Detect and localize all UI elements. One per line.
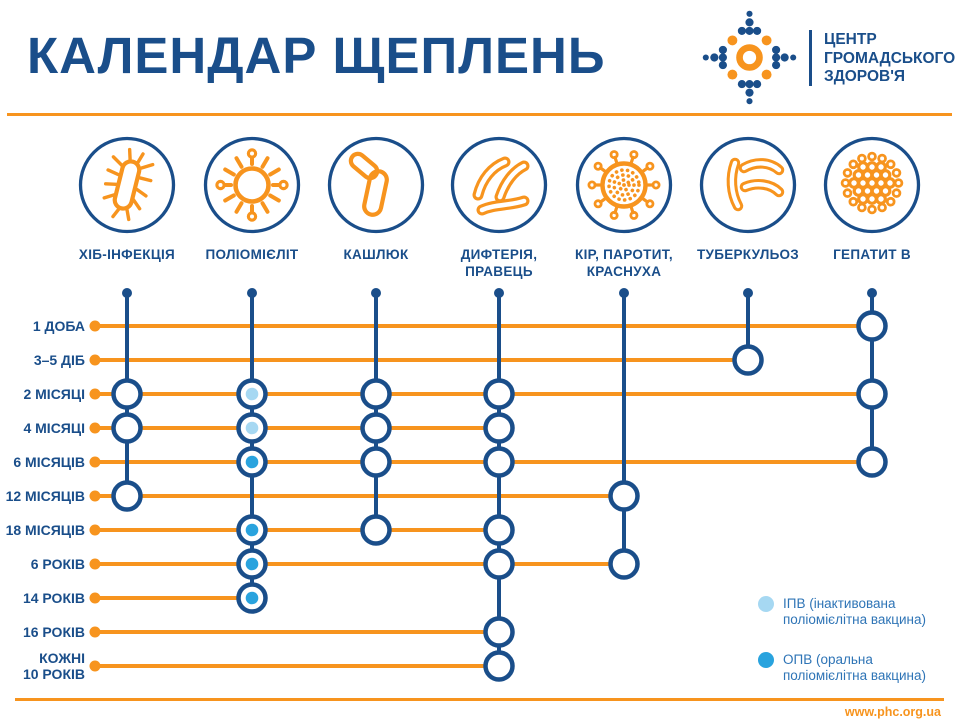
dose-marker — [360, 446, 392, 478]
age-label: 1 ДОБА — [32, 318, 85, 334]
dose-marker — [483, 412, 515, 444]
opv-dose-dot — [245, 523, 259, 537]
pertussis-bacteria-icon — [327, 136, 425, 234]
hepatitis-b-virus-icon — [823, 136, 921, 234]
dose-marker — [236, 412, 268, 444]
legend-label: ОПВ (оральна поліомієлітна вакцина) — [783, 652, 927, 683]
opv-dose-dot — [245, 557, 259, 571]
opv-dose-dot — [245, 455, 259, 469]
page-title: КАЛЕНДАР ЩЕПЛЕНЬ — [27, 27, 606, 84]
dose-marker — [360, 378, 392, 410]
age-label: 3–5 ДІБ — [33, 352, 85, 368]
age-row-start-dot — [89, 320, 101, 332]
age-row-start-dot — [89, 456, 101, 468]
age-label: 18 МІСЯЦІВ — [5, 522, 85, 538]
opv-dose-dot — [245, 591, 259, 605]
disease-column-hib: ХІБ-ІНФЕКЦІЯ — [62, 135, 192, 263]
dose-marker — [236, 378, 268, 410]
age-row-start-dot — [89, 354, 101, 366]
age-row-start-dot — [89, 592, 101, 604]
dose-marker — [236, 548, 268, 580]
disease-timeline-top-dot — [494, 288, 504, 298]
disease-timeline-top-dot — [122, 288, 132, 298]
disease-label: ГЕПАТИТ В — [833, 247, 911, 262]
dose-marker — [483, 446, 515, 478]
age-label: 6 РОКІВ — [30, 556, 85, 572]
logo-divider — [809, 30, 812, 86]
legend-entry-opv: ОПВ (оральна поліомієлітна вакцина) — [758, 652, 926, 684]
age-row-start-dot — [89, 388, 101, 400]
disease-label: ПОЛІОМІЄЛІТ — [205, 247, 299, 262]
dose-marker — [483, 548, 515, 580]
dose-marker — [856, 378, 888, 410]
phc-website-link[interactable]: www.phc.org.ua — [844, 705, 941, 719]
disease-column-hepatitis-b: ГЕПАТИТ В — [807, 135, 937, 263]
dose-marker — [236, 514, 268, 546]
opv-dot-icon — [758, 652, 774, 668]
age-row-start-dot — [89, 660, 101, 672]
age-label: 6 МІСЯЦІВ — [13, 454, 85, 470]
dose-marker — [608, 480, 640, 512]
disease-label: ХІБ-ІНФЕКЦІЯ — [78, 247, 176, 262]
dose-marker — [111, 480, 143, 512]
hib-bacterium-icon — [78, 136, 176, 234]
dose-marker — [360, 412, 392, 444]
dose-marker — [856, 446, 888, 478]
age-row-start-dot — [89, 626, 101, 638]
disease-column-mmr: КІР, ПАРОТИТ, КРАСНУХА — [559, 135, 689, 280]
disease-label: ДИФТЕРІЯ, ПРАВЕЦЬ — [460, 247, 538, 279]
legend-entry-ipv: ІПВ (інактивована поліомієлітна вакцина) — [758, 596, 926, 628]
disease-timeline-top-dot — [247, 288, 257, 298]
disease-label: КАШЛЮК — [343, 247, 409, 262]
dose-marker — [360, 514, 392, 546]
disease-timeline-top-dot — [743, 288, 753, 298]
footer-divider — [15, 698, 944, 701]
dose-marker — [236, 446, 268, 478]
age-label: КОЖНІ 10 РОКІВ — [22, 650, 85, 682]
dose-marker — [608, 548, 640, 580]
ipv-dot-icon — [758, 596, 774, 612]
dose-marker — [732, 344, 764, 376]
disease-timeline-top-dot — [371, 288, 381, 298]
disease-label: ТУБЕРКУЛЬОЗ — [696, 247, 800, 262]
age-label: 16 РОКІВ — [22, 624, 85, 640]
ipv-dose-dot — [245, 421, 259, 435]
age-label: 2 МІСЯЦІ — [23, 386, 85, 402]
dose-marker — [856, 310, 888, 342]
dose-marker — [236, 582, 268, 614]
disease-column-tuberculosis: ТУБЕРКУЛЬОЗ — [683, 135, 813, 263]
age-row-start-dot — [89, 524, 101, 536]
age-label: 14 РОКІВ — [22, 590, 85, 606]
dose-marker — [483, 514, 515, 546]
dose-marker — [483, 650, 515, 682]
ipv-dose-dot — [245, 387, 259, 401]
polio-virus-icon — [203, 136, 301, 234]
disease-timeline-top-dot — [867, 288, 877, 298]
dose-marker — [111, 378, 143, 410]
disease-column-polio: ПОЛІОМІЄЛІТ — [187, 135, 317, 263]
dose-marker — [111, 412, 143, 444]
org-name: ЦЕНТР ГРОМАДСЬКОГО ЗДОРОВ'Я — [824, 31, 956, 85]
phc-logo-icon — [702, 10, 797, 105]
disease-column-diphtheria: ДИФТЕРІЯ, ПРАВЕЦЬ — [434, 135, 564, 280]
disease-column-pertussis: КАШЛЮК — [311, 135, 441, 263]
tuberculosis-bacteria-icon — [699, 136, 797, 234]
disease-label: КІР, ПАРОТИТ, КРАСНУХА — [575, 247, 673, 279]
legend-label: ІПВ (інактивована поліомієлітна вакцина) — [783, 596, 927, 627]
age-row-start-dot — [89, 422, 101, 434]
disease-timeline-top-dot — [619, 288, 629, 298]
dose-marker — [483, 378, 515, 410]
diphtheria-tetanus-bacteria-icon — [450, 136, 548, 234]
age-row-start-dot — [89, 558, 101, 570]
header-divider — [7, 113, 952, 116]
age-label: 12 МІСЯЦІВ — [5, 488, 85, 504]
measles-mumps-rubella-virus-icon — [575, 136, 673, 234]
age-label: 4 МІСЯЦІ — [23, 420, 85, 436]
age-row-start-dot — [89, 490, 101, 502]
dose-marker — [483, 616, 515, 648]
